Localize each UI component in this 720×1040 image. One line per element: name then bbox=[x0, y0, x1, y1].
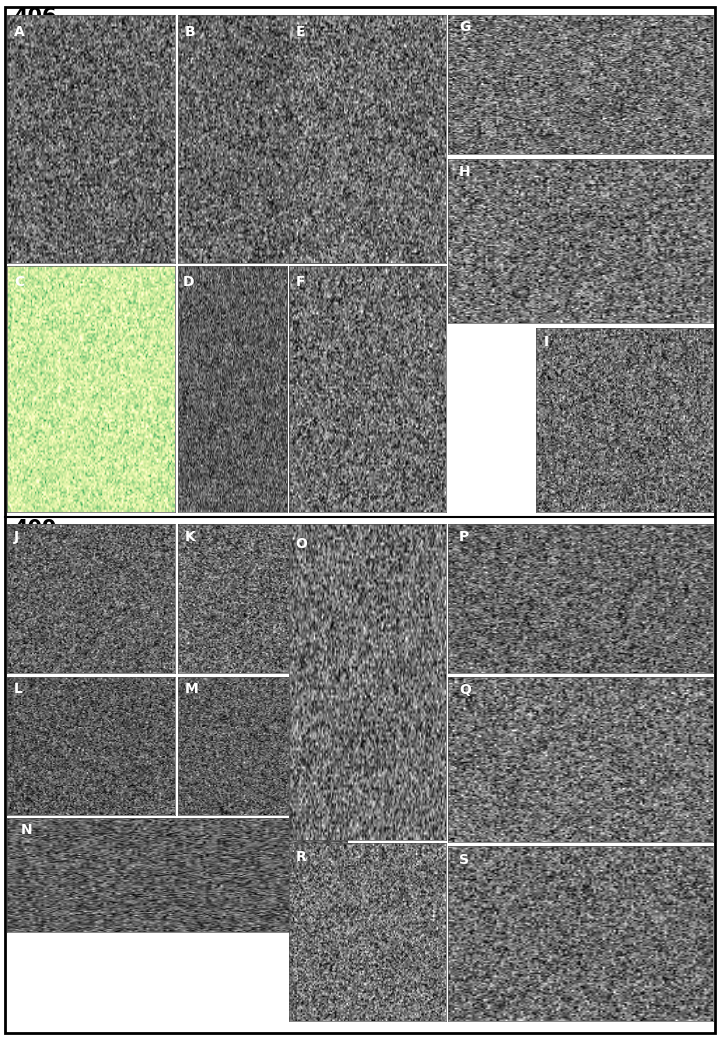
Text: F: F bbox=[296, 276, 305, 289]
Text: C: C bbox=[14, 276, 24, 289]
Text: 406: 406 bbox=[13, 7, 56, 27]
Text: I: I bbox=[544, 335, 549, 349]
Text: N: N bbox=[21, 823, 32, 837]
Text: M: M bbox=[184, 682, 199, 697]
Text: K: K bbox=[184, 530, 195, 544]
Text: L: L bbox=[14, 682, 23, 697]
Text: J: J bbox=[14, 530, 19, 544]
Text: O: O bbox=[296, 537, 307, 551]
Bar bbox=[5, 517, 63, 546]
Text: D: D bbox=[182, 276, 194, 289]
Text: Q: Q bbox=[459, 683, 471, 698]
Text: 409: 409 bbox=[13, 519, 57, 539]
Text: G: G bbox=[459, 20, 470, 34]
Text: H: H bbox=[459, 165, 470, 179]
Bar bbox=[5, 480, 63, 510]
Text: S: S bbox=[459, 853, 469, 866]
Text: A: A bbox=[14, 25, 24, 38]
Text: R: R bbox=[296, 851, 307, 864]
Text: B: B bbox=[184, 25, 195, 38]
Text: E: E bbox=[296, 25, 305, 38]
Text: P: P bbox=[459, 530, 469, 544]
